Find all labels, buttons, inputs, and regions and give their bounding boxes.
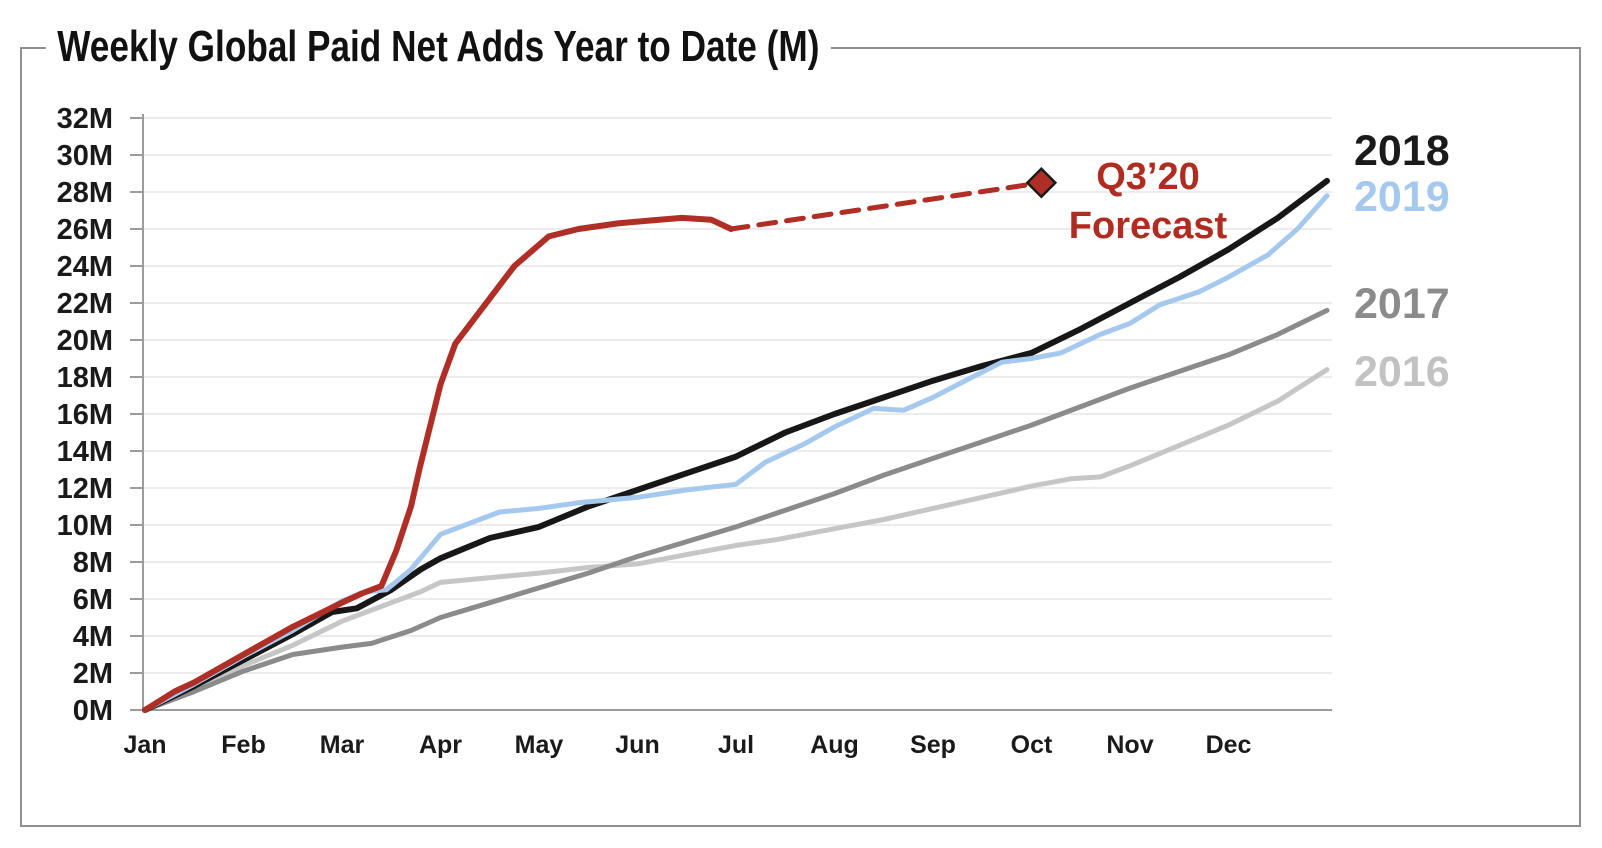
- series-line-2020-actual: [142, 214, 735, 713]
- x-axis-label: Jan: [123, 731, 166, 759]
- y-axis-label: 2M: [73, 658, 113, 690]
- x-axis-label: May: [515, 731, 564, 759]
- x-axis-label: Oct: [1011, 731, 1053, 759]
- chart-title: Weekly Global Paid Net Adds Year to Date…: [46, 21, 831, 73]
- legend-label-2017: 2017: [1354, 280, 1450, 328]
- x-axis-label: Sep: [910, 731, 956, 759]
- y-axis-label: 10M: [57, 510, 113, 542]
- x-axis-label: Apr: [419, 731, 462, 759]
- y-axis-label: 32M: [57, 103, 113, 135]
- y-axis-label: 24M: [57, 251, 113, 283]
- y-axis-label: 20M: [57, 325, 113, 357]
- forecast-annotation: Q3’20 Forecast: [1056, 153, 1240, 251]
- x-axis-label: Nov: [1106, 731, 1153, 759]
- legend-label-2019: 2019: [1354, 173, 1450, 221]
- y-axis-label: 28M: [57, 177, 113, 209]
- series-line-2018: [142, 177, 1330, 713]
- forecast-annotation-line2: Forecast: [1068, 205, 1228, 247]
- series-line-2017: [142, 307, 1330, 713]
- y-axis-label: 0M: [73, 695, 113, 727]
- y-axis-label: 8M: [73, 547, 113, 579]
- legend-label-2016: 2016: [1354, 348, 1450, 396]
- y-axis-label: 18M: [57, 362, 113, 394]
- x-axis-label: Jun: [615, 731, 659, 759]
- x-axis-label: Aug: [810, 731, 859, 759]
- y-axis-label: 6M: [73, 584, 113, 616]
- series-line-2016: [142, 367, 1330, 713]
- series-line-2020-forecast: [728, 180, 1044, 232]
- x-axis-label: Dec: [1206, 731, 1252, 759]
- y-axis-label: 30M: [57, 140, 113, 172]
- forecast-diamond-marker: [1025, 166, 1058, 199]
- x-axis-label: Jul: [718, 731, 754, 759]
- y-axis-label: 16M: [57, 399, 113, 431]
- y-axis-label: 12M: [57, 473, 113, 505]
- forecast-annotation-line1: Q3’20: [1096, 156, 1200, 198]
- y-axis-label: 14M: [57, 436, 113, 468]
- legend-label-2018: 2018: [1354, 127, 1450, 175]
- y-axis-label: 22M: [57, 288, 113, 320]
- y-axis-label: 26M: [57, 214, 113, 246]
- x-axis-label: Mar: [320, 731, 365, 759]
- x-axis-label: Feb: [221, 731, 265, 759]
- y-axis-label: 4M: [73, 621, 113, 653]
